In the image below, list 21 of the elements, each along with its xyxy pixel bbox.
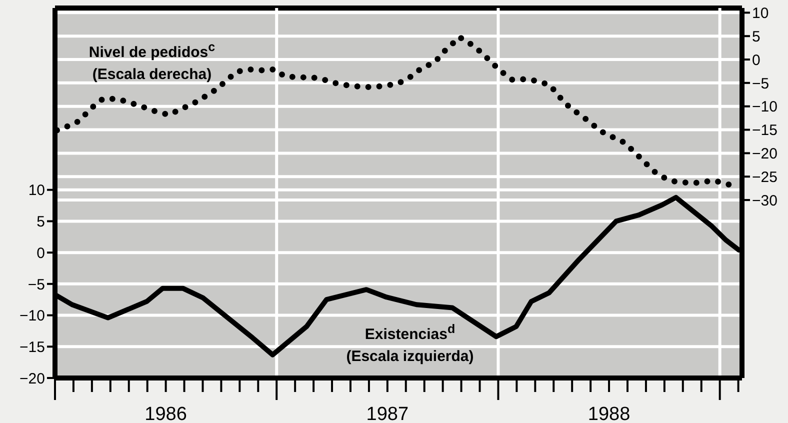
- series-label: Nivel de pedidos$^{c}$ (Escala derecha): [88, 39, 216, 85]
- y2-tick-label: −5: [752, 75, 770, 92]
- y2-tick-label: 0: [752, 52, 760, 69]
- y2-tick-label: 10: [752, 5, 769, 22]
- y2-tick-label: −15: [752, 122, 778, 140]
- y2-tick-label: −25: [752, 168, 778, 186]
- y2-tick-label: −10: [752, 98, 778, 116]
- y-tick-label: −10: [20, 308, 45, 325]
- y-tick-label: 0: [36, 244, 45, 262]
- x-tick-label: 1987: [366, 404, 409, 423]
- y2-tick-label: −20: [752, 146, 778, 163]
- x-tick-label: 1986: [144, 404, 187, 423]
- y-tick-label: 10: [28, 182, 45, 200]
- y2-tick-label: −30: [752, 192, 778, 210]
- y-tick-label: −5: [28, 276, 45, 294]
- y2-tick-label: 5: [752, 28, 760, 46]
- y-tick-label: 5: [36, 214, 45, 231]
- series-label: Existencias$^{d}$ (Escala izquierda): [345, 321, 475, 367]
- y-tick-label: −15: [20, 338, 45, 356]
- x-tick-label: 1988: [588, 404, 630, 423]
- y-tick-label: −20: [20, 370, 45, 388]
